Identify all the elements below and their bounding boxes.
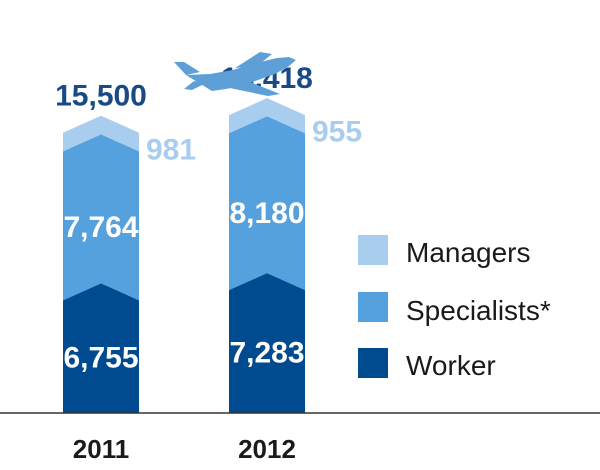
legend-label-managers: Managers — [406, 237, 531, 268]
year-label-2011: 2011 — [73, 434, 129, 464]
year-label-2012: 2012 — [238, 434, 296, 464]
total-label-2011: 15,500 — [55, 80, 147, 113]
value-label-worker-2011: 6,755 — [63, 342, 138, 375]
value-label-specialists-2012: 8,180 — [229, 197, 304, 230]
value-label-worker-2012: 7,283 — [229, 337, 304, 370]
legend-swatch-worker — [358, 348, 388, 378]
bar-worker-2011 — [63, 283, 139, 413]
value-label-managers-2011: 981 — [146, 134, 196, 167]
airplane-icon — [174, 52, 296, 96]
value-label-specialists-2011: 7,764 — [63, 211, 138, 244]
legend-swatch-managers — [358, 235, 388, 265]
value-label-managers-2012: 955 — [312, 115, 362, 148]
legend-swatch-specialists — [358, 292, 388, 322]
legend: Managers Specialists* Worker — [358, 235, 551, 381]
bar-worker-2012 — [229, 273, 305, 413]
legend-label-specialists: Specialists* — [406, 295, 551, 326]
legend-label-worker: Worker — [406, 350, 496, 381]
bar-group — [63, 98, 305, 414]
